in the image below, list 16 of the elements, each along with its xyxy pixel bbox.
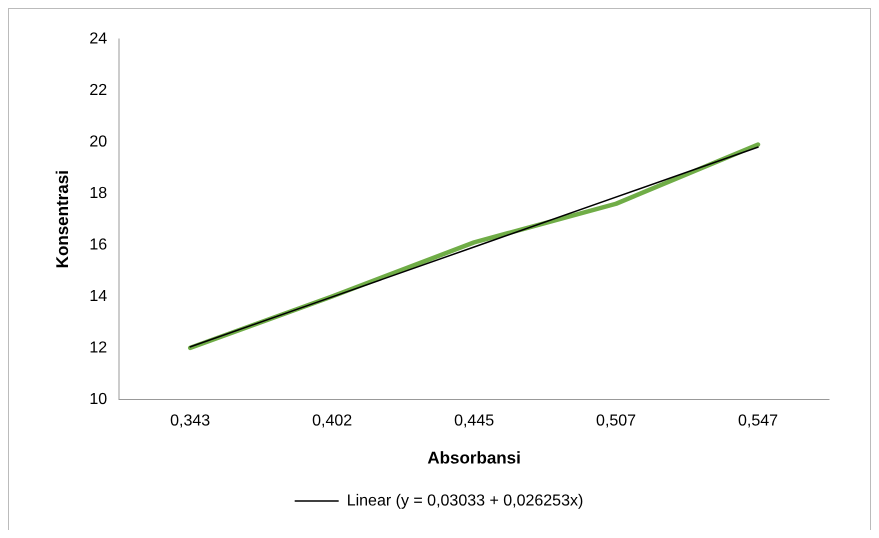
y-axis-title: Konsentrasi	[52, 170, 72, 268]
y-tick-label: 20	[89, 133, 108, 150]
y-tick-label: 22	[89, 82, 108, 99]
x-tick-label: 0,547	[738, 412, 778, 430]
legend-label: Linear (y = 0,03033 + 0,026253x)	[346, 492, 584, 510]
y-tick-label: 10	[89, 390, 108, 408]
x-axis-title: Absorbansi	[427, 448, 521, 468]
x-tick-label: 0,507	[596, 412, 636, 430]
y-tick-label: 16	[89, 236, 108, 254]
x-tick-label: 0,402	[312, 412, 352, 430]
y-tick-label: 12	[89, 339, 108, 356]
x-tick-label: 0,343	[170, 412, 210, 430]
y-tick-label: 18	[89, 184, 108, 202]
x-tick-label: 0,445	[454, 412, 494, 430]
y-tick-label: 14	[89, 288, 108, 305]
y-tick-label: 24	[89, 30, 108, 48]
